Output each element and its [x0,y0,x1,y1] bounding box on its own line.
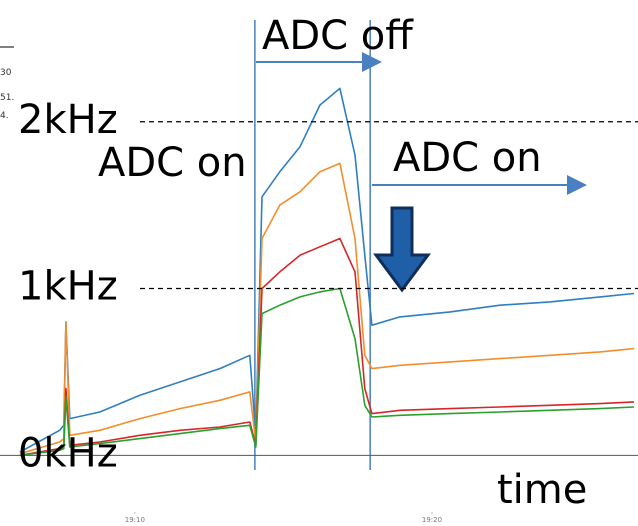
annotation: time [497,467,587,513]
down-arrow [373,206,431,293]
x-tick-label: 19:10 [125,516,145,524]
annotation: ADC on [393,135,542,181]
y-tick-label: 1kHz [18,264,118,310]
cropped-text: 30 [0,68,12,78]
cropped-text: 4. [0,111,9,121]
annotation: ADC on [98,140,247,186]
y-tick-label: 2kHz [18,97,118,143]
cropped-text: 51. [0,93,14,103]
x-tick-label: 19:20 [422,516,442,524]
series-line [19,287,635,457]
y-tick-label: 0kHz [18,430,118,476]
annotation: ADC off [262,13,414,59]
